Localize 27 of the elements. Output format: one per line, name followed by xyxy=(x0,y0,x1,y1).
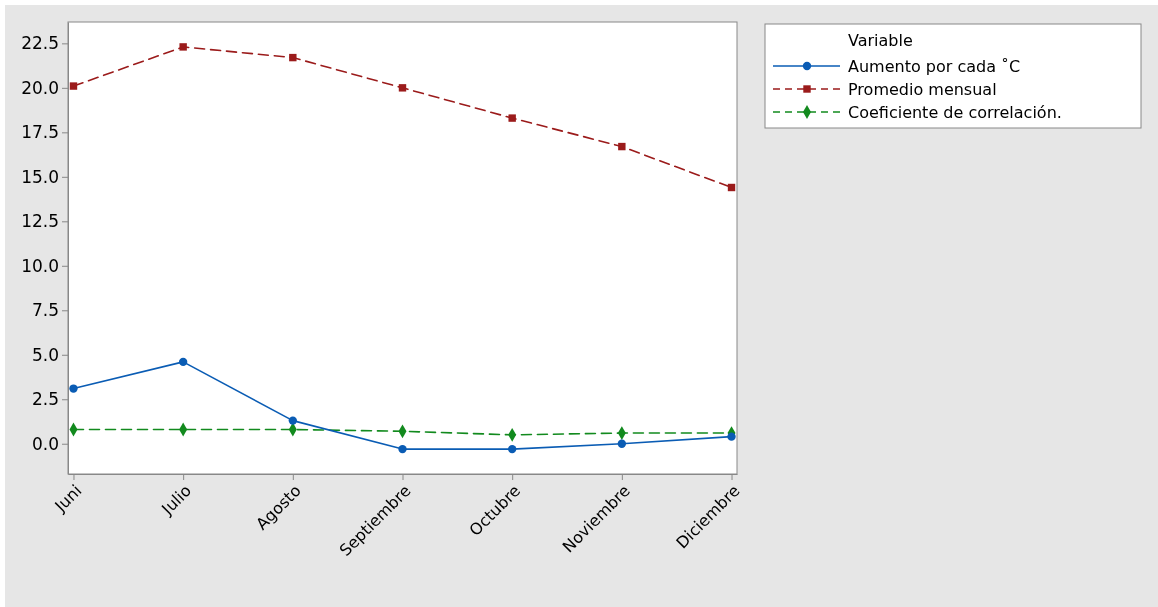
y-tick-label: 20.0 xyxy=(21,77,59,98)
point xyxy=(69,82,78,90)
y-tick-label: 22.5 xyxy=(21,33,59,54)
y-tick-label: 15.0 xyxy=(21,166,59,187)
point xyxy=(178,357,188,367)
y-tick-label: 10.0 xyxy=(21,255,59,276)
y-tick-label: 0.0 xyxy=(31,433,59,454)
y-tick-label: 2.5 xyxy=(31,389,59,410)
point xyxy=(618,142,626,151)
point xyxy=(288,416,298,425)
y-tick-label: 17.5 xyxy=(21,122,59,143)
point xyxy=(179,43,187,51)
point xyxy=(507,444,517,454)
y-tick-label: 12.5 xyxy=(21,211,59,232)
point xyxy=(727,432,736,441)
point xyxy=(508,114,516,122)
point xyxy=(398,444,407,454)
legend-label: Coeficiente de correlación. xyxy=(848,103,1062,122)
legend-title: Variable xyxy=(848,31,913,50)
point xyxy=(69,384,78,393)
y-tick-label: 5.0 xyxy=(31,344,59,365)
legend-label: Promedio mensual xyxy=(848,80,997,99)
legend-label: Aumento por cada ˚C xyxy=(848,57,1021,76)
point xyxy=(289,53,297,62)
point xyxy=(617,439,627,448)
point xyxy=(398,84,407,92)
y-tick-label: 7.5 xyxy=(31,300,59,321)
